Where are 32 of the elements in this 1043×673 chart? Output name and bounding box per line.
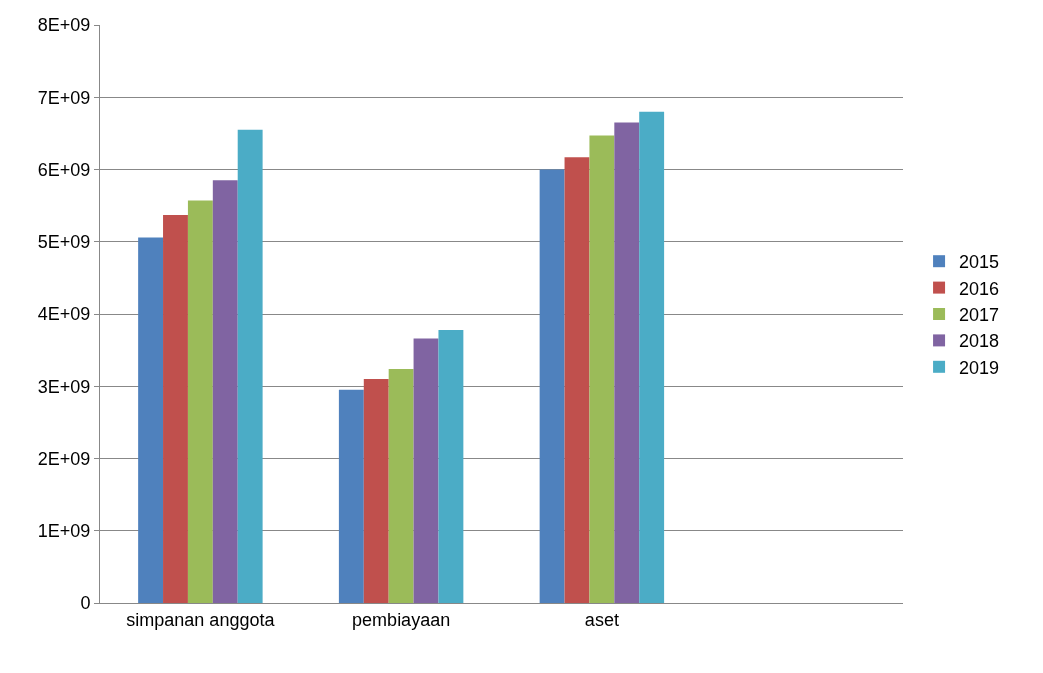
x-tick-label: aset	[584, 609, 619, 630]
y-tick-label: 0	[80, 593, 91, 614]
legend-label: 2017	[959, 305, 1000, 326]
bar	[338, 389, 364, 603]
bar	[564, 157, 590, 603]
bar	[363, 379, 389, 603]
y-tick-label: 2E+09	[37, 448, 91, 469]
y-tick-label: 5E+09	[37, 232, 91, 253]
legend-label: 2018	[959, 331, 1000, 352]
legend-label: 2019	[959, 357, 1000, 378]
bar	[413, 338, 439, 603]
y-tick-label: 4E+09	[37, 304, 91, 325]
x-tick-label: pembiayaan	[352, 609, 451, 630]
y-tick-label: 7E+09	[37, 87, 91, 108]
bar	[138, 237, 164, 603]
bar	[589, 135, 615, 603]
bar	[212, 180, 238, 603]
bar	[237, 129, 263, 603]
bar	[438, 329, 464, 603]
bar	[539, 169, 565, 603]
y-tick-label: 1E+09	[37, 521, 91, 542]
bar	[639, 111, 665, 603]
legend-label: 2016	[959, 278, 1000, 299]
x-tick-label: simpanan anggota	[126, 609, 276, 630]
bar	[187, 200, 213, 603]
y-tick-label: 3E+09	[37, 376, 91, 397]
bar	[388, 368, 414, 603]
y-tick-label: 6E+09	[37, 159, 91, 180]
y-tick-label: 8E+09	[37, 15, 91, 36]
bar	[163, 215, 188, 603]
bar	[614, 122, 640, 603]
legend-label: 2015	[959, 252, 1000, 273]
